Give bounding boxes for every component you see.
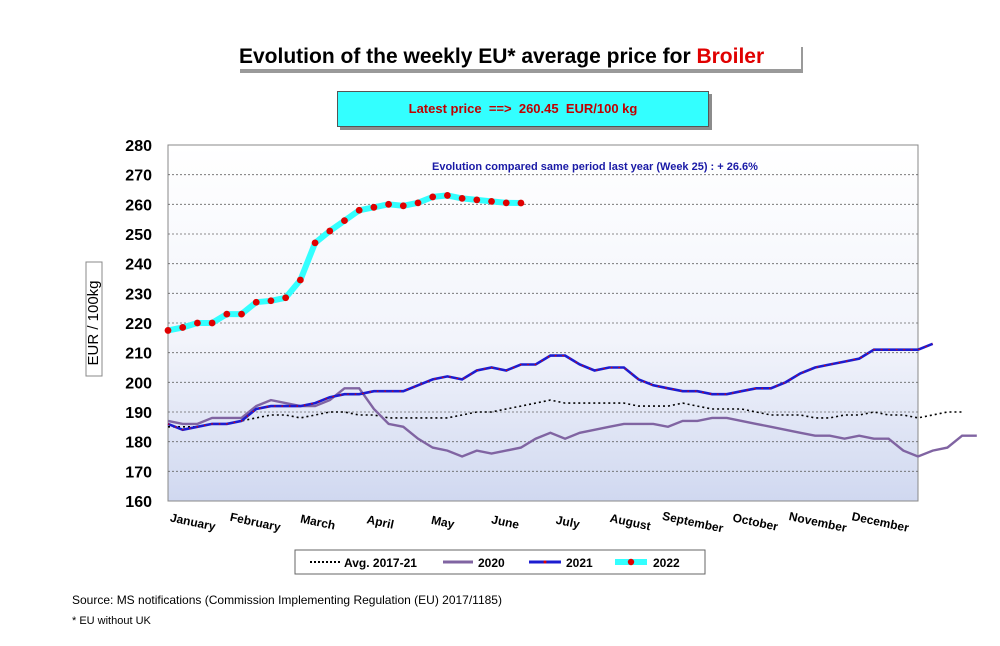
title-highlight: Broiler <box>696 45 765 68</box>
point-2022 <box>488 197 495 205</box>
point-2022 <box>252 298 260 306</box>
y-tick-label: 230 <box>125 286 152 303</box>
y-tick-label: 170 <box>125 464 152 481</box>
series-line-2021 <box>167 342 934 432</box>
y-tick-label: 220 <box>125 316 152 333</box>
legend-marker-2022 <box>627 558 635 566</box>
point-2022 <box>370 203 378 211</box>
series-lines <box>164 192 977 458</box>
point-2022 <box>311 239 319 247</box>
point-2022 <box>208 319 216 327</box>
month-label: June <box>490 512 521 532</box>
point-2022 <box>238 310 245 318</box>
point-2022 <box>385 200 392 208</box>
chart-title-box: Evolution of the weekly EU* average pric… <box>237 44 803 73</box>
point-2022 <box>179 324 187 331</box>
y-tick-label: 260 <box>125 197 152 214</box>
y-tick-label: 280 <box>125 138 152 155</box>
y-tick-label: 180 <box>125 435 152 452</box>
point-2022 <box>414 199 422 207</box>
legend-label: 2021 <box>566 556 593 570</box>
point-2022 <box>473 196 481 204</box>
month-label: May <box>430 513 456 532</box>
month-label: December <box>850 509 910 535</box>
y-tick-label: 250 <box>125 227 152 244</box>
point-2022 <box>341 217 348 225</box>
point-2022 <box>282 294 290 302</box>
y-axis-ticks: 160 170 180 190 200 210 220 230 240 250 260 270 280 <box>125 138 152 511</box>
latest-price-box: Latest price ==> 260.45 EUR/100 kg <box>337 91 711 129</box>
point-2022 <box>355 206 363 214</box>
series-line-avg-2017-21 <box>168 399 963 428</box>
legend-label: 2020 <box>478 556 505 570</box>
month-label: March <box>299 512 336 533</box>
y-tick-label: 240 <box>125 257 152 274</box>
latest-price-text: Latest price ==> 260.45 EUR/100 kg <box>337 91 709 127</box>
x-axis-month-labels: January February March April May June July Augu… <box>169 509 911 536</box>
source-note: Source: MS notifications (Commission Imp… <box>72 593 502 607</box>
y-tick-label: 200 <box>125 375 152 392</box>
legend-marker-2021 <box>543 560 547 564</box>
y-tick-label: 160 <box>125 494 152 511</box>
point-2022 <box>458 195 466 202</box>
month-label: October <box>731 510 779 533</box>
point-2022 <box>444 192 451 199</box>
point-2022 <box>399 202 407 210</box>
month-label: September <box>661 509 725 536</box>
point-2022 <box>502 199 510 207</box>
y-tick-label: 190 <box>125 405 152 422</box>
title-text: Evolution of the weekly EU* average pric… <box>239 45 697 68</box>
month-label: January <box>169 510 217 533</box>
month-label: November <box>788 509 849 535</box>
month-label: February <box>229 510 282 534</box>
y-tick-label: 210 <box>125 346 152 363</box>
point-2022 <box>429 193 437 201</box>
y-tick-label: 270 <box>125 168 152 185</box>
chart-title: Evolution of the weekly EU* average pric… <box>237 44 801 69</box>
point-2022 <box>326 227 334 235</box>
y-axis-label-frame <box>85 261 103 377</box>
footnote: * EU without UK <box>72 615 151 627</box>
point-2022 <box>296 276 304 284</box>
point-2022 <box>194 319 201 327</box>
legend-label: 2022 <box>653 556 680 570</box>
month-label: July <box>555 513 582 532</box>
annotation: Evolution compared same period last year… <box>432 161 758 173</box>
point-2022 <box>223 310 231 318</box>
point-2022 <box>267 297 275 305</box>
point-2022 <box>164 327 172 334</box>
legend-label: Avg. 2017-21 <box>344 556 417 570</box>
legend: Avg. 2017-21 2020 2021 2022 <box>294 549 706 575</box>
month-label: August <box>609 511 652 533</box>
month-label: April <box>366 512 396 531</box>
y-axis-label: EUR / 100kg <box>85 280 102 365</box>
point-2022 <box>517 199 525 207</box>
